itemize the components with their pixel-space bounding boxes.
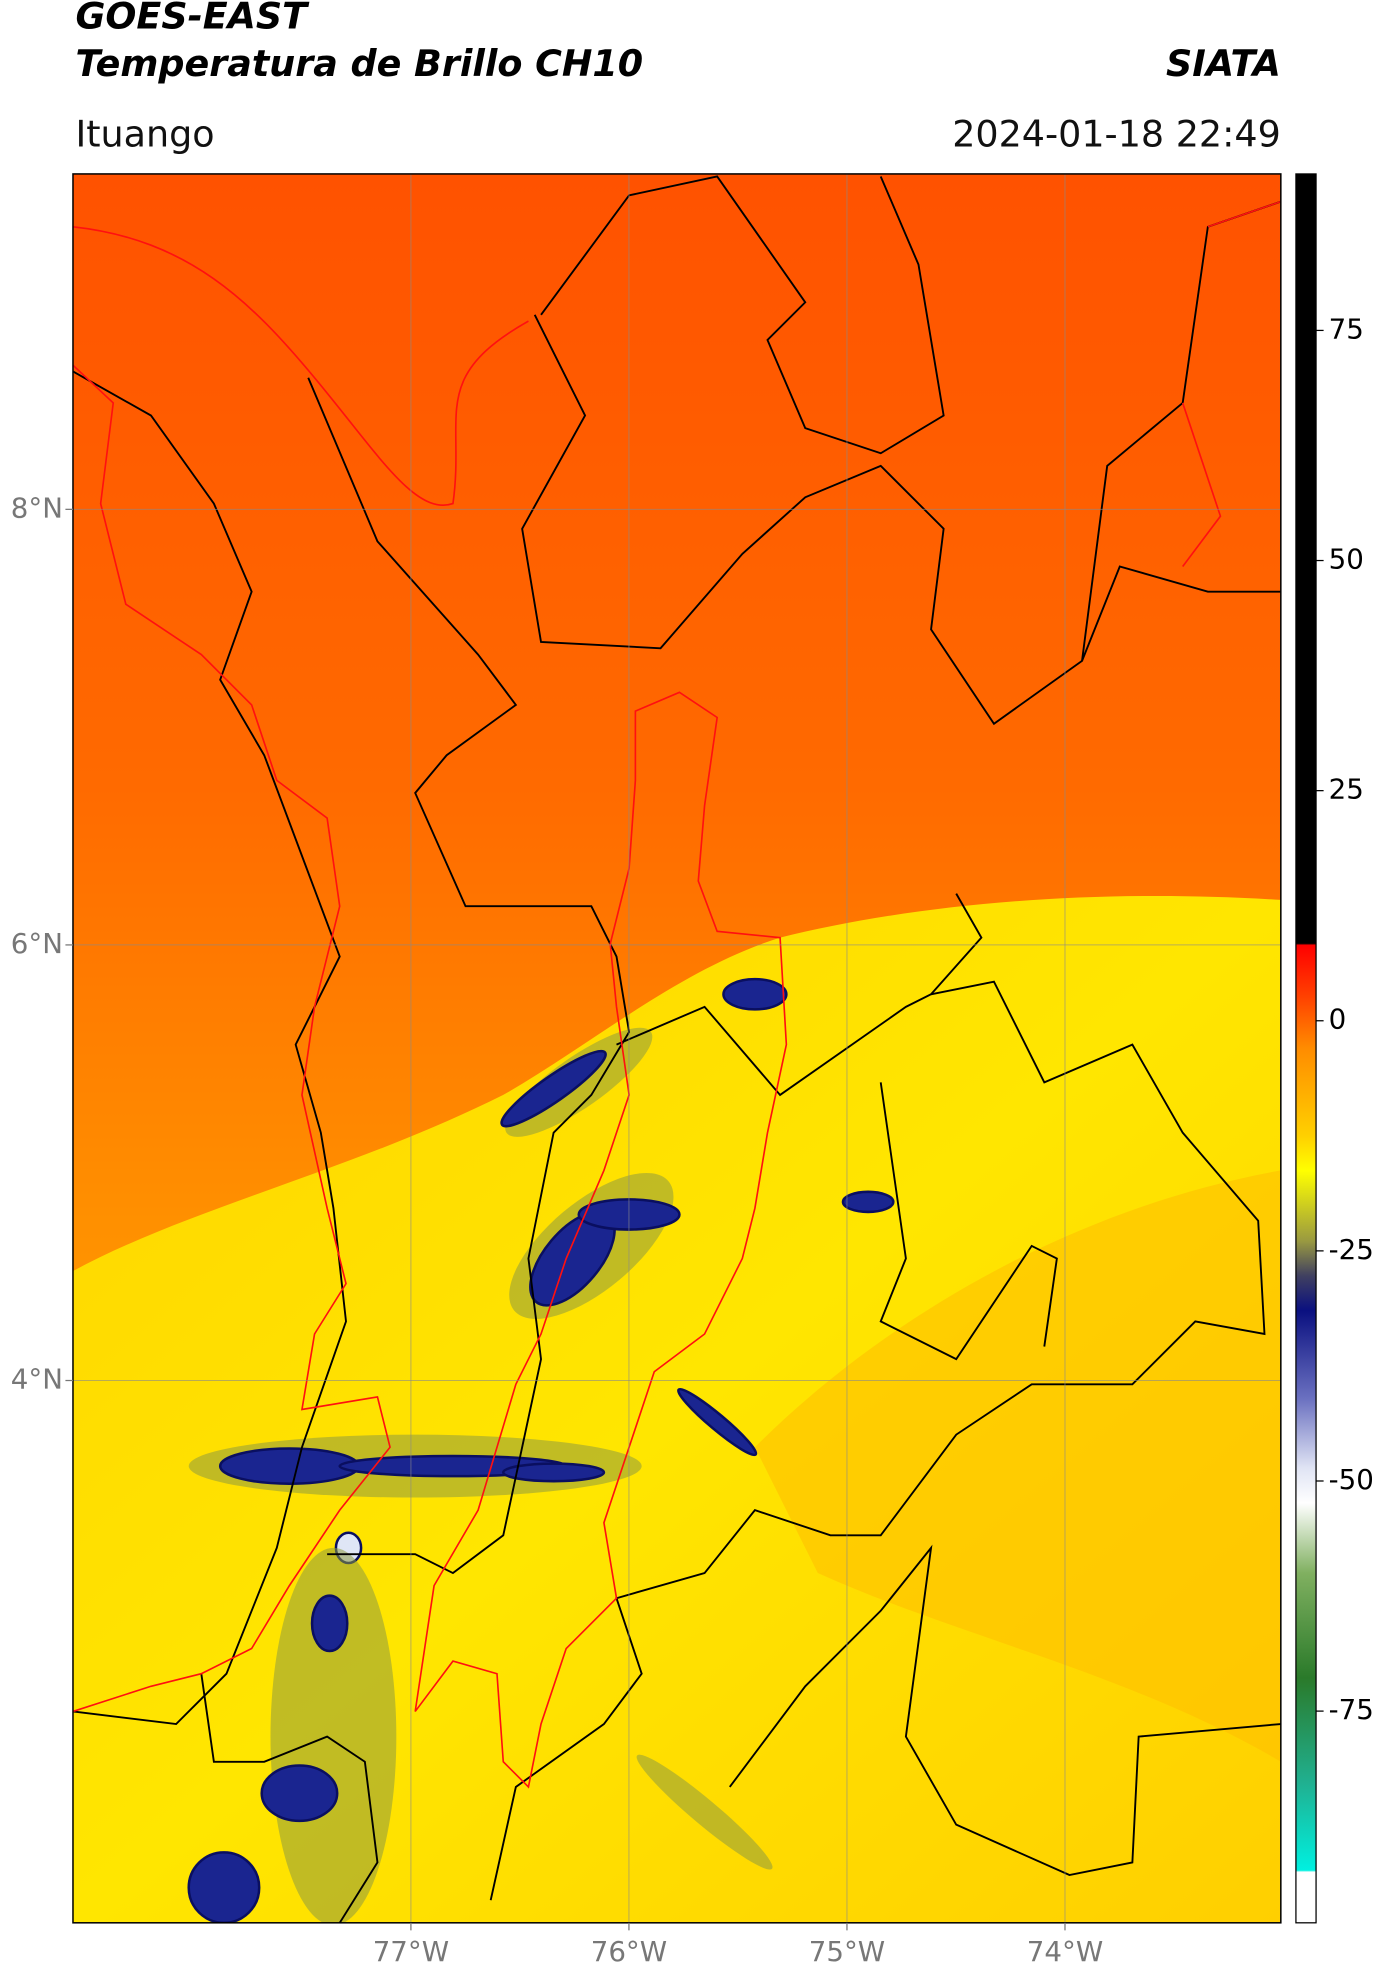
- x-tick-label: 77°W: [373, 1935, 449, 1968]
- y-tick-label: 8°N: [11, 491, 63, 524]
- colorbar-tick-label: 0: [1329, 1003, 1347, 1036]
- y-tick-label: 6°N: [11, 927, 63, 960]
- x-tick-label: 74°W: [1027, 1935, 1103, 1968]
- brand: SIATA: [1166, 42, 1281, 85]
- subtitle: Temperatura de Brillo CH10: [75, 42, 643, 85]
- x-tick-label: 76°W: [591, 1935, 667, 1968]
- location: Ituango: [75, 113, 214, 156]
- y-tick-label: 4°N: [11, 1363, 63, 1396]
- tick-layer: 77°W 76°W 75°W 74°W 4°N 6°N 8°N -75 -50 -25 0 25 50 7…: [11, 312, 1374, 1968]
- map-frame: [72, 173, 1282, 1924]
- colorbar-tick-label: -25: [1329, 1233, 1374, 1266]
- timestamp: 2024-01-18 22:49: [952, 113, 1281, 156]
- colorbar-tick-label: 25: [1329, 773, 1364, 806]
- colorbar-tick-label: -50: [1329, 1463, 1374, 1496]
- colorbar: [1295, 173, 1317, 1924]
- title: GOES-EAST: [75, 0, 310, 37]
- colorbar-tick-label: -75: [1329, 1693, 1374, 1726]
- colorbar-tick-label: 50: [1329, 543, 1364, 576]
- graticule: [72, 173, 1281, 1923]
- colorbar-tick-label: 75: [1329, 312, 1364, 345]
- x-tick-label: 75°W: [809, 1935, 885, 1968]
- map-imagery: [72, 173, 1281, 1923]
